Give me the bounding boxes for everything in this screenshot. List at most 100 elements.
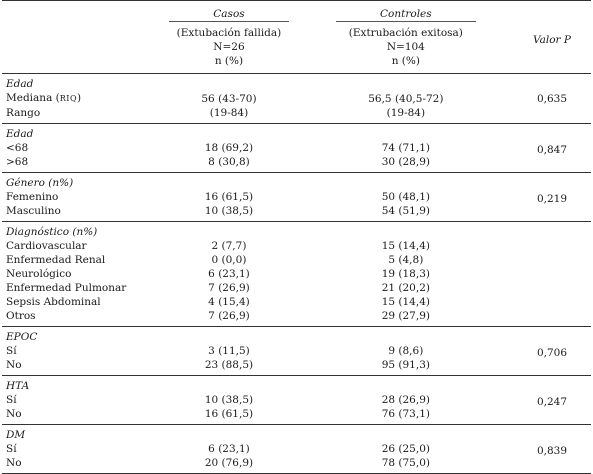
- table-row: No 23 (88,5) 95 (91,3): [2, 358, 591, 376]
- row-label-text: Neurológico: [6, 268, 72, 280]
- row-label: Mediana (RIQ): [6, 92, 82, 104]
- row-label-text: Cardiovascular: [6, 240, 87, 252]
- controls-value: 95 (91,3): [381, 359, 430, 371]
- controls-subtitle: (Extrubación exitosa): [348, 27, 463, 39]
- row-label: Cardiovascular: [2, 239, 159, 253]
- cases-title: Casos: [159, 1, 299, 22]
- row-label-text: Femenino: [6, 191, 59, 203]
- pvalue-cell: 0,847: [512, 123, 591, 173]
- cases-value: 7 (26,9): [208, 310, 250, 322]
- row-label-text: Enfermedad Pulmonar: [6, 282, 127, 294]
- controls-value: 29 (27,9): [381, 310, 430, 322]
- row-label-text: >68: [6, 156, 29, 168]
- controls-value: 50 (48,1): [381, 191, 430, 203]
- cases-value: 16 (61,5): [204, 191, 254, 203]
- table-row: Mediana (RIQ) 56 (43-70) 56,5 (40,5-72): [2, 91, 591, 106]
- table-row: Neurológico 6 (23,1) 19 (18,3): [2, 267, 591, 281]
- table-row: <68 18 (69,2) 74 (71,1): [2, 141, 591, 155]
- table-row: >68 8 (30,8) 30 (28,9): [2, 155, 591, 173]
- controls-value: 74 (71,1): [381, 142, 430, 154]
- table-row: Otros 7 (26,9) 29 (27,9): [2, 309, 591, 327]
- header-row-sub: (Extubación fallida) (Extrubación exitos…: [2, 22, 591, 40]
- table-row: Sepsis Abdominal 4 (15,4) 15 (14,4): [2, 295, 591, 309]
- table-row: Rango (19-84) (19-84): [2, 106, 591, 124]
- controls-value: 26 (25,0): [381, 443, 430, 455]
- section-title: DM: [2, 424, 160, 442]
- table-row: Cardiovascular 2 (7,7) 15 (14,4): [2, 239, 591, 253]
- pvalue-cell: 0,706: [512, 326, 591, 376]
- cases-value: 2 (7,7): [211, 240, 247, 252]
- section-header-row: Edad 0,847: [2, 123, 591, 173]
- section-header-row: Edad 0,635: [2, 74, 591, 105]
- header-row-n: N=26 N=104: [2, 40, 591, 54]
- pvalue-cell: 0,219: [512, 172, 591, 222]
- cases-value: (19-84): [209, 107, 249, 119]
- controls-value: (19-84): [386, 107, 426, 119]
- pvalue-cell: 0,839: [512, 424, 591, 474]
- row-label-text: Otros: [6, 310, 36, 322]
- row-label-text: No: [6, 408, 22, 420]
- controls-value: 9 (8,6): [388, 345, 424, 357]
- controls-value: 78 (75,0): [298, 456, 513, 474]
- cases-value: 16 (61,5): [204, 408, 254, 420]
- row-label: Enfermedad Renal: [2, 253, 159, 267]
- row-label: Sí: [2, 442, 159, 456]
- controls-title: Controles: [299, 1, 513, 22]
- row-label-text: Enfermedad Renal: [6, 254, 106, 266]
- table-body: Edad 0,635 Mediana (RIQ) 56 (43-70) 56,5 (40…: [2, 74, 591, 474]
- cases-value: 4 (15,4): [208, 296, 250, 308]
- row-label: Sí: [2, 344, 159, 358]
- cases-value: 6 (23,1): [208, 443, 250, 455]
- section-header-row: Diagnóstico (n%): [2, 221, 591, 327]
- row-label-text: Sí: [6, 443, 17, 455]
- row-label: Sí: [2, 393, 159, 407]
- section-title: Género (n%): [2, 172, 160, 190]
- table-row: Sí 6 (23,1) 26 (25,0): [2, 442, 591, 456]
- controls-value: 19 (18,3): [381, 268, 430, 280]
- cases-n: N=26: [213, 41, 245, 53]
- row-label: >68: [2, 155, 159, 173]
- row-label-text: <68: [6, 142, 29, 154]
- header-row-unit: n (%) n (%): [2, 54, 591, 74]
- row-label: Otros: [2, 309, 159, 327]
- row-label: No: [2, 407, 159, 425]
- row-label: Neurológico: [2, 267, 159, 281]
- section-header-row: EPOC 0,706: [2, 326, 591, 376]
- table-row: No 16 (61,5) 76 (73,1): [2, 407, 591, 425]
- cases-subtitle: (Extubación fallida): [176, 27, 282, 39]
- controls-n: N=104: [386, 41, 425, 53]
- header-row-titles: Casos Controles Valor P: [2, 0, 591, 46]
- table-row: Masculino 10 (38,5) 54 (51,9): [2, 204, 591, 222]
- row-label: Rango: [2, 106, 159, 124]
- row-label: Sepsis Abdominal: [2, 295, 159, 309]
- controls-value: 56,5 (40,5-72): [368, 92, 444, 105]
- row-label-text: Masculino: [6, 205, 61, 217]
- table-row: Enfermedad Renal 0 (0,0) 5 (4,8): [2, 253, 591, 267]
- table-row: Enfermedad Pulmonar 7 (26,9) 21 (20,2): [2, 281, 591, 295]
- row-label-text: No: [6, 359, 22, 371]
- header-empty-cell: [2, 1, 159, 23]
- table-row: No 20 (76,9) 78 (75,0): [2, 456, 591, 474]
- controls-title-text: Controles: [335, 7, 476, 22]
- cases-value: 7 (26,9): [208, 282, 250, 294]
- cases-value: 10 (38,5): [204, 205, 254, 217]
- controls-value: 15 (14,4): [381, 296, 430, 308]
- cases-value: 10 (38,5): [204, 394, 254, 406]
- controls-value: 76 (73,1): [381, 408, 430, 420]
- row-label-text: Rango: [6, 107, 41, 119]
- section-header-row: HTA 0,247: [2, 375, 591, 425]
- controls-value: 54 (51,9): [381, 205, 430, 217]
- controls-value: 15 (14,4): [381, 240, 430, 252]
- section-header-row: DM 0,839: [2, 424, 591, 474]
- row-label-text: No: [6, 457, 22, 469]
- cases-value: 3 (11,5): [208, 345, 250, 357]
- row-label-text: Sí: [6, 394, 17, 406]
- controls-value: 21 (20,2): [381, 282, 430, 294]
- controls-value: 30 (28,9): [381, 156, 430, 168]
- cases-value: 23 (88,5): [204, 359, 254, 371]
- row-label-text: Sí: [6, 345, 17, 357]
- row-label: Masculino: [2, 204, 159, 222]
- cases-value: 56 (43-70): [201, 92, 257, 105]
- row-label-suffix: RIQ: [59, 94, 78, 103]
